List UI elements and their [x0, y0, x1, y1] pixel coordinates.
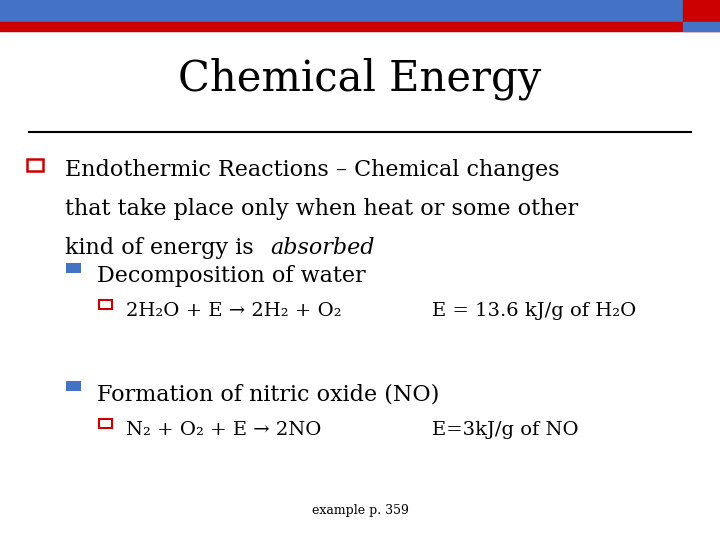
- Text: 2H₂O + E → 2H₂ + O₂: 2H₂O + E → 2H₂ + O₂: [126, 302, 341, 320]
- Bar: [0, 0, 720, 22]
- Text: kind of energy is: kind of energy is: [65, 237, 261, 259]
- Bar: [99, 418, 112, 428]
- Text: N₂ + O₂ + E → 2NO: N₂ + O₂ + E → 2NO: [126, 421, 321, 439]
- Text: Decomposition of water: Decomposition of water: [97, 265, 366, 287]
- Bar: [0, 22, 720, 31]
- Text: Endothermic Reactions – Chemical changes: Endothermic Reactions – Chemical changes: [65, 159, 559, 181]
- Bar: [99, 300, 112, 309]
- Text: absorbed: absorbed: [270, 237, 374, 259]
- Text: E=3kJ/g of NO: E=3kJ/g of NO: [432, 421, 579, 439]
- Text: Formation of nitric oxide (NO): Formation of nitric oxide (NO): [97, 383, 440, 406]
- Bar: [27, 159, 43, 171]
- Text: that take place only when heat or some other: that take place only when heat or some o…: [65, 198, 578, 220]
- Bar: [66, 381, 81, 391]
- Bar: [683, 22, 720, 31]
- Text: Chemical Energy: Chemical Energy: [179, 57, 541, 99]
- Bar: [66, 262, 81, 273]
- Text: E = 13.6 kJ/g of H₂O: E = 13.6 kJ/g of H₂O: [432, 302, 636, 320]
- Text: example p. 359: example p. 359: [312, 504, 408, 517]
- Bar: [683, 0, 720, 22]
